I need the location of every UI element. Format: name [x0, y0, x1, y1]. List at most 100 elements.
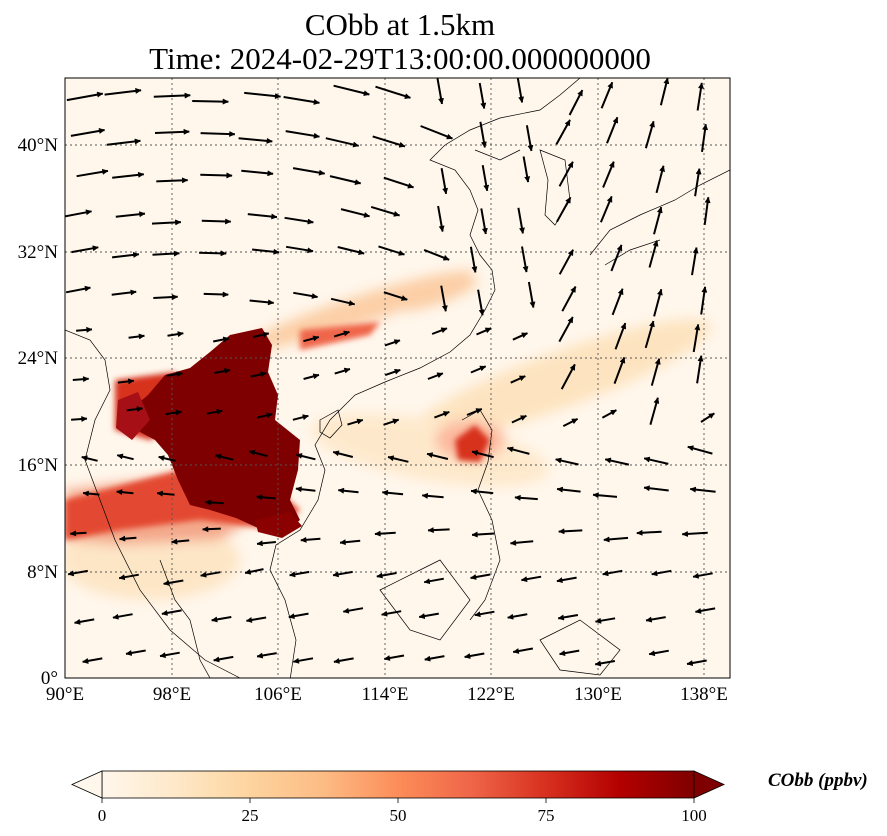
- wind-vector-head: [393, 210, 401, 217]
- wind-vector-head: [474, 611, 481, 618]
- wind-vector-head: [565, 196, 571, 204]
- wind-vector-head: [348, 300, 356, 306]
- wind-vector-head: [518, 96, 525, 104]
- wind-vector-head: [398, 141, 406, 148]
- wind-vector-head: [663, 78, 670, 85]
- wind-vector-head: [569, 363, 576, 371]
- wind-vector-head: [421, 492, 429, 499]
- wind-vector-head: [527, 144, 534, 152]
- wind-vector-head: [592, 492, 599, 499]
- wind-vector-head: [339, 539, 346, 546]
- wind-vector-head: [483, 184, 490, 192]
- wind-vector-head: [594, 617, 602, 624]
- wind-vector-head: [681, 530, 689, 537]
- wind-vector-head: [478, 309, 485, 316]
- wind-vector: [238, 137, 273, 143]
- wind-vector-head: [602, 570, 609, 577]
- x-tick-label: 130°E: [574, 684, 622, 705]
- wind-vector-head: [438, 225, 445, 233]
- wind-vector-head: [656, 206, 663, 214]
- wind-vector-head: [181, 177, 189, 184]
- wind-vector: [70, 129, 105, 137]
- wind-vector-head: [607, 81, 613, 89]
- wind-vector-head: [557, 614, 565, 621]
- wind-vector-head: [594, 660, 602, 667]
- wind-vector: [154, 130, 190, 134]
- wind-vector-head: [81, 455, 88, 462]
- wind-vector-head: [387, 455, 395, 462]
- wind-vector-head: [381, 489, 389, 496]
- wind-vector-head: [440, 327, 448, 334]
- colorbar-tick-label: 0: [98, 806, 107, 825]
- wind-vector-head: [244, 568, 252, 575]
- wind-vector-head: [481, 227, 488, 235]
- wind-vector-head: [577, 89, 583, 97]
- wind-vector-head: [118, 535, 126, 542]
- wind-vector-head: [564, 119, 571, 127]
- wind-vector-head: [200, 571, 207, 578]
- wind-vector-head: [480, 102, 487, 110]
- wind-vector-head: [708, 412, 715, 419]
- wind-vector-head: [118, 574, 126, 581]
- wind-vector: [420, 125, 453, 140]
- wind-vector-head: [156, 490, 163, 497]
- wind-vector-head: [332, 571, 340, 578]
- wind-vector-head: [695, 168, 702, 175]
- wind-vector-head: [636, 529, 643, 536]
- wind-vector-head: [223, 368, 231, 375]
- wind-vector-head: [211, 616, 218, 623]
- wind-vector-head: [471, 266, 478, 273]
- wind-vector-head: [67, 570, 75, 577]
- wind-vector-head: [292, 657, 300, 664]
- wind-vector-head: [692, 572, 700, 579]
- wind-vector-head: [469, 574, 477, 580]
- wind-vector-head: [509, 539, 517, 546]
- wind-vector-head: [226, 172, 233, 179]
- wind-vector-head: [518, 227, 525, 234]
- wind-vector-head: [256, 652, 264, 659]
- wind-vector-head: [137, 171, 145, 178]
- wind-vector-head: [130, 289, 137, 296]
- wind-vector-head: [302, 414, 309, 421]
- wind-vector-head: [159, 652, 167, 659]
- wind-vector-head: [312, 373, 320, 380]
- wind-vector-head: [520, 576, 528, 583]
- wind-vector-head: [173, 250, 181, 257]
- wind-vector-head: [441, 305, 448, 312]
- wind-vector-head: [648, 650, 656, 657]
- y-tick-label: 0°: [41, 668, 58, 689]
- wind-vector-head: [358, 249, 365, 256]
- wind-vector-head: [139, 211, 146, 218]
- wind-vector-head: [442, 411, 450, 417]
- x-tick-label: 114°E: [362, 684, 409, 705]
- wind-vector-head: [127, 378, 135, 385]
- wind-vector-head: [571, 418, 579, 425]
- wind-vector-head: [524, 176, 531, 183]
- wind-vector-head: [225, 218, 232, 225]
- wind-vector-head: [651, 570, 658, 577]
- wind-vector-head: [363, 90, 370, 97]
- wind-vector-head: [262, 331, 270, 338]
- wind-vector-head: [424, 655, 431, 662]
- wind-vector-head: [643, 456, 651, 463]
- colorbar-tick-label: 75: [538, 806, 555, 825]
- map-panel[interactable]: [60, 77, 730, 680]
- wind-vector-head: [374, 530, 381, 537]
- wind-vector-head: [342, 607, 350, 614]
- y-tick-label: 24°N: [18, 348, 59, 369]
- colorbar-gradient: [101, 770, 695, 799]
- wind-vector-head: [136, 406, 144, 413]
- y-tick-label: 8°N: [27, 562, 58, 583]
- wind-vector-head: [183, 128, 190, 135]
- wind-vector-head: [175, 219, 182, 226]
- wind-vector-head: [404, 93, 412, 100]
- wind-vector-head: [116, 453, 124, 460]
- wind-vector-head: [654, 358, 661, 365]
- wind-vector-head: [177, 331, 184, 338]
- wind-vector-head: [82, 657, 89, 664]
- wind-vector-head: [295, 486, 302, 493]
- wind-vector-head: [383, 655, 391, 661]
- x-axis-ticks: 90°E 98°E 106°E 114°E 122°E 130°E 138°E: [46, 684, 728, 705]
- wind-vector-head: [295, 453, 303, 459]
- wind-vector-head: [204, 499, 212, 506]
